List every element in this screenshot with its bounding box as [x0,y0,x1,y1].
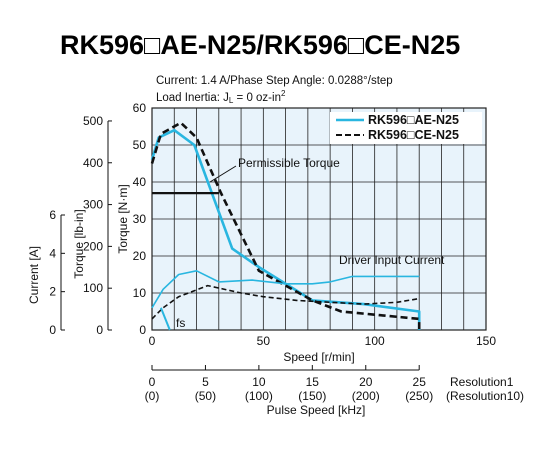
grid-lines [152,108,486,330]
tick-label-lbin: 300 [83,198,103,212]
tick-label-pulse-res1: 20 [359,375,373,389]
tick-label-speed: 0 [149,334,156,348]
tick-label-pulse-res1: 25 [413,375,427,389]
tick-label-speed: 100 [365,334,385,348]
ylabel-torque-nm: Torque [N·m] [116,184,130,253]
tick-label-current: 0 [49,323,56,337]
series-line-driver-input-current-ae [151,269,420,309]
series-layer [150,121,421,331]
tick-label-nm: 0 [139,323,146,337]
series-line-torque-ae [150,128,421,330]
xlabel-speed: Speed [r/min] [283,350,354,364]
plot-frame [151,107,487,331]
tick-label-current: 6 [49,208,56,222]
tick-label-lbin: 200 [83,239,103,253]
tick-label-pulse-res10: (200) [352,389,380,403]
tick-label-pulse-res10: (250) [405,389,433,403]
pulse-res10-label: (Resolution10) [446,389,524,403]
tick-label-pulse-res10: (50) [195,389,216,403]
pulse-res1-label: Resolution1 [450,375,514,389]
conditions-line-2: Load Inertia: JL = 0 oz-in2 [156,89,286,105]
tick-label-pulse-res1: 0 [149,375,156,389]
tick-label-nm: 30 [133,212,147,226]
tick-label-pulse-res10: (150) [298,389,326,403]
tick-label-speed: 150 [476,334,496,348]
ylabel-torque-lbin: Torque [lb-in] [72,209,86,278]
tick-label-lbin: 400 [83,156,103,170]
axis-pulse-speed: 0(0) 5(50) 10(100) 15(150) 20(200) 25(250) [145,365,433,403]
chart-title: RK596□AE-N25/RK596□CE-N25 [60,30,460,60]
tick-label-pulse-res1: 5 [202,375,209,389]
tick-label-pulse-res10: (0) [145,389,160,403]
xlabel-pulse-speed: Pulse Speed [kHz] [267,403,366,417]
series-line-driver-input-current-ce [151,284,420,320]
tick-label-nm: 40 [133,175,147,189]
tick-label-nm: 20 [133,249,147,263]
tick-label-lbin: 100 [83,281,103,295]
fs-marker-line [159,307,171,331]
annotation-permissible-leader [209,165,237,183]
tick-label-lbin: 0 [96,323,103,337]
legend-label-ce: RK596□CE-N25 [368,128,459,142]
axis-torque-nm: 0 10 20 30 40 50 60 [133,101,147,337]
tick-label-current: 4 [49,246,56,260]
annotation-fs: fs [176,316,185,330]
annotation-driver-input-current: Driver Input Current [339,253,445,267]
series-line-torque-ce [150,121,421,330]
axis-speed: 0 50 100 150 [149,334,497,348]
legend-label-ae: RK596□AE-N25 [368,113,459,127]
tick-label-pulse-res10: (100) [245,389,273,403]
ylabel-current: Current [A] [27,246,41,304]
tick-label-current: 2 [49,285,56,299]
tick-label-pulse-res1: 15 [306,375,320,389]
legend-box [330,112,482,144]
conditions-line-1: Current: 1.4 A/Phase Step Angle: 0.0288°… [156,75,393,87]
tick-label-nm: 60 [133,101,147,115]
axis-current: 0 2 4 6 [49,208,65,337]
axis-torque-lbin: 0 100 200 300 400 500 [83,114,112,337]
tick-label-lbin: 500 [83,114,103,128]
tick-label-nm: 50 [133,138,147,152]
tick-label-pulse-res1: 10 [252,375,266,389]
tick-label-speed: 50 [257,334,271,348]
annotation-permissible-torque: Permissible Torque [238,156,340,170]
tick-label-nm: 10 [133,286,147,300]
